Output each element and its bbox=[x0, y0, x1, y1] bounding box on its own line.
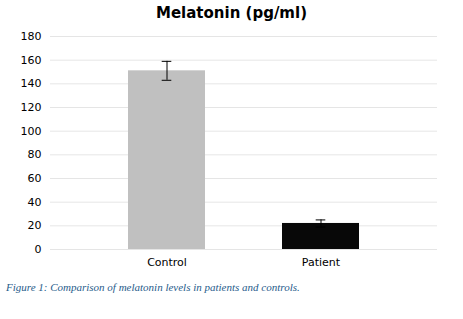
svg-text:0: 0 bbox=[35, 243, 42, 256]
html-text:Melatonin (pg/ml): Melatonin (pg/ml) bbox=[156, 4, 307, 22]
svg-text:20: 20 bbox=[28, 219, 42, 232]
svg-text:Control: Control bbox=[147, 256, 187, 269]
svg-text:140: 140 bbox=[21, 77, 42, 90]
svg-text:160: 160 bbox=[21, 54, 42, 67]
svg-text:60: 60 bbox=[28, 172, 42, 185]
svg-text:180: 180 bbox=[21, 30, 42, 43]
svg-text:40: 40 bbox=[28, 196, 42, 209]
svg-text:100: 100 bbox=[21, 125, 42, 138]
svg-text:Patient: Patient bbox=[302, 256, 341, 269]
html-text:Figure 1: Comparison of melato: Figure 1: Comparison of melatonin levels… bbox=[6, 281, 300, 293]
svg-text:120: 120 bbox=[21, 101, 42, 114]
svg-text:80: 80 bbox=[28, 148, 42, 161]
